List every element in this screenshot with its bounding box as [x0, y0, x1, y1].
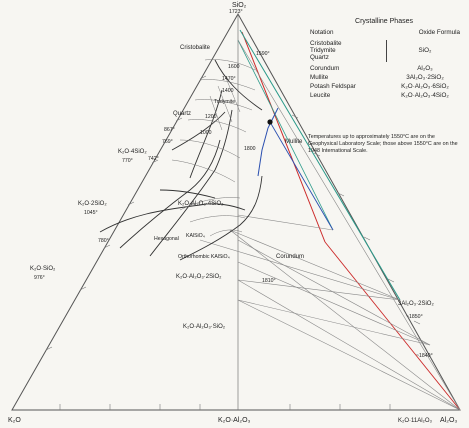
temp-1200: 1200 — [205, 114, 217, 120]
legend-quartz: Quartz — [310, 54, 329, 62]
field-label-hexagonal: Hexagonal — [154, 236, 179, 242]
temp-780: 780° — [98, 238, 109, 244]
legend-panel: Crystalline Phases Notation Oxide Formul… — [304, 18, 464, 101]
legend-cristobalite: Cristobalite — [310, 40, 342, 47]
invariant-point — [267, 119, 273, 125]
field-label-k2o-sio2: K₂O·SiO₂ — [30, 266, 56, 272]
temp-742: 742° — [148, 156, 159, 162]
legend-row-name: Corundum — [310, 64, 340, 72]
field-label-orthorhombic: Orthorhombic KAlSiO₄ — [178, 254, 230, 260]
triangle-frame — [11, 12, 461, 411]
field-label-k2o-4sio2: K₂O·4SiO₂ — [118, 149, 147, 155]
field-label-k2o-al2o3-sio2: K₂O·Al₂O₃·SiO₂ — [183, 324, 226, 330]
legend-header: Notation Oxide Formula — [304, 29, 464, 38]
field-label-corundum: Corundum — [276, 254, 304, 260]
legend-row-formula: K₂O·Al₂O₃·4SiO₂ — [401, 92, 449, 100]
temp-1810: 1810° — [262, 278, 276, 284]
legend-row-formula: Al₂O₃ — [417, 64, 433, 72]
legend-row-name: Mullite — [310, 73, 329, 81]
vertex-label-k2o-al2o3: K₂O·Al₂O₃ — [218, 417, 251, 424]
legend-row-name: Leucite — [310, 92, 331, 100]
teal-tie-line-2 — [237, 39, 334, 231]
legend-row: Corundum Al₂O₃ — [304, 64, 464, 73]
temp-1590: 1590° — [256, 51, 270, 57]
vertex-label-k2o: K₂O — [8, 417, 21, 424]
field-label-mullite-formula: 3Al₂O₃·2SiO₂ — [398, 301, 434, 307]
isotherms — [171, 59, 256, 237]
vertex-label-k2o-11al2o3: K₂O·11Al₂O₃ — [398, 418, 433, 424]
legend-row-formula: 3Al₂O₃·2SiO₂ — [406, 73, 444, 81]
legend-silica-group: Cristobalite Tridymite Quartz SiO₂ — [304, 38, 464, 64]
tie-lines — [199, 39, 461, 411]
temp-1400: 1400 — [222, 88, 234, 94]
legend-row: Mullite 3Al₂O₃·2SiO₂ — [304, 73, 464, 82]
temp-1600: 1600 — [228, 64, 240, 70]
edge-ticks — [45, 75, 421, 410]
temp-770: 770° — [122, 158, 133, 164]
field-label-hexagonal-formula: KAlSiO₄ — [186, 233, 205, 239]
field-label-quartz: Quartz — [173, 111, 191, 117]
blue-tie-line — [269, 121, 334, 231]
vertex-label-al2o3: Al₂O₃ — [440, 417, 457, 424]
field-boundaries — [99, 59, 263, 261]
field-label-mullite: Mullite — [285, 139, 303, 145]
temp-1470: 1470° — [222, 76, 236, 82]
legend-row: Leucite K₂O·Al₂O₃·4SiO₂ — [304, 91, 464, 100]
temp-1045: 1045° — [84, 210, 98, 216]
red-tie-line-2 — [324, 241, 461, 411]
temperature-scale-note: Temperatures up to approximately 1550°C … — [308, 134, 458, 154]
legend-silica-formula: SiO₂ — [418, 47, 432, 55]
legend-row-name: Potash Feldspar — [310, 83, 356, 91]
temp-1850: ~1850° — [406, 314, 423, 320]
vertex-label-sio2: SiO₂ — [232, 2, 247, 9]
temp-976: 976° — [34, 275, 45, 281]
red-tie-line — [241, 31, 326, 243]
field-label-cristobalite: Cristobalite — [180, 45, 211, 51]
vertex-temp-sio2: 1723° — [229, 9, 243, 15]
temp-1000: 1000 — [200, 130, 212, 136]
temp-867: 867° — [164, 127, 175, 133]
field-label-tridymite: Tridymite — [214, 99, 235, 105]
temp-1840: ~1840° — [416, 353, 433, 359]
legend-row-formula: K₂O·Al₂O₃·6SiO₂ — [401, 83, 449, 91]
blue-boundary-line — [257, 107, 279, 177]
field-label-leucite: K₂O·Al₂O₃·4SiO₂ — [178, 201, 224, 207]
legend-row: Potash Feldspar K₂O·Al₂O₃·6SiO₂ — [304, 82, 464, 91]
legend-col-formula: Oxide Formula — [418, 29, 460, 36]
field-label-k2o-al2o3-2sio2: K₂O·Al₂O₃·2SiO₂ — [176, 274, 222, 280]
temp-1800: 1800 — [244, 146, 256, 152]
teal-tie-line — [239, 29, 401, 301]
legend-title: Crystalline Phases — [355, 18, 413, 25]
legend-col-notation: Notation — [310, 29, 334, 36]
legend-tridymite: Tridymite — [310, 47, 336, 55]
field-label-k2o-2sio2: K₂O·2SiO₂ — [78, 201, 107, 207]
temp-769: 769° — [162, 139, 173, 145]
